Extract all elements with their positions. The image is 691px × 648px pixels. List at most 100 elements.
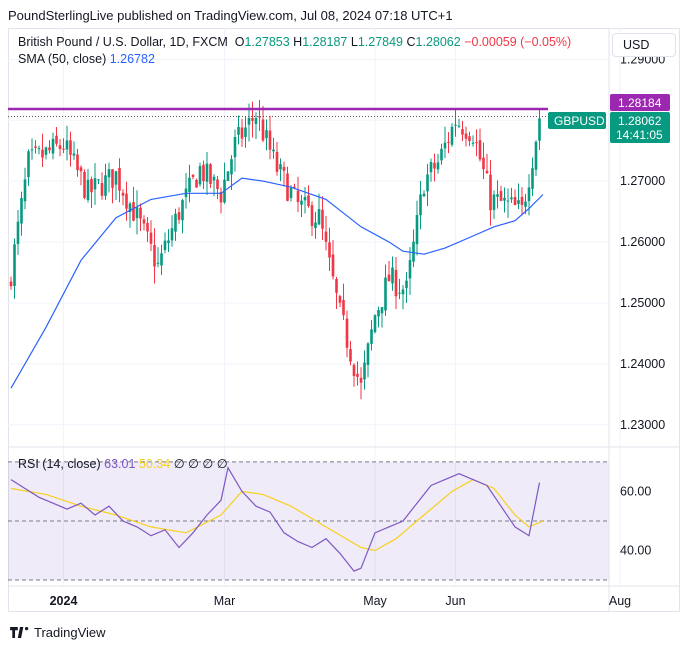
last-price-label: 1.28062	[618, 114, 662, 128]
countdown-label: 14:41:05	[616, 128, 663, 142]
candle-body	[534, 141, 538, 170]
candle-body	[422, 193, 426, 197]
candle-body	[482, 157, 485, 170]
resistance-tag-label: 1.28184	[618, 96, 662, 110]
candle-body	[16, 221, 20, 244]
candle-body	[90, 179, 93, 193]
candle-body	[513, 197, 517, 205]
candle-body	[114, 171, 118, 185]
candles-group	[9, 100, 541, 400]
candle-body	[100, 182, 104, 196]
candle-body	[331, 254, 335, 277]
candle-body	[160, 253, 163, 266]
candle-body	[370, 329, 373, 344]
sma-line	[10, 177, 544, 389]
candle-body	[118, 167, 121, 191]
candle-body	[34, 146, 37, 148]
candle-body	[69, 140, 72, 155]
candle-body	[296, 190, 300, 203]
sma-label: SMA (50, close)	[18, 52, 107, 66]
candle-body	[76, 154, 79, 171]
candle-body	[415, 215, 419, 245]
candle-body	[153, 245, 156, 267]
footer[interactable]: TradingView	[10, 625, 106, 640]
time-axis-ticks: 2024 Mar May Jun Aug	[50, 594, 632, 608]
instrument-title: British Pound / U.S. Dollar, 1D, FXCM	[18, 35, 228, 49]
candle-body	[195, 179, 198, 188]
candle-body	[107, 169, 111, 178]
resistance-price-tag: 1.28184	[610, 94, 670, 111]
rsi-ma-value: 50.34	[138, 457, 171, 471]
candle-body	[380, 307, 384, 314]
candle-body	[111, 169, 114, 188]
candle-body	[307, 195, 310, 207]
price-tick-label: 1.23000	[620, 418, 665, 432]
candle-body	[181, 200, 184, 221]
candle-body	[366, 343, 370, 365]
candle-body	[377, 309, 380, 317]
candle-body	[202, 164, 205, 182]
candle-body	[62, 148, 65, 150]
tradingview-logo-icon	[10, 627, 29, 638]
rsi-value: 63.01	[104, 457, 136, 471]
low-value: 1.27849	[357, 35, 403, 49]
candle-body	[41, 149, 44, 158]
open-value: 1.27853	[244, 35, 290, 49]
candle-body	[139, 207, 142, 219]
currency-button[interactable]: USD	[612, 33, 676, 57]
candle-body	[48, 147, 51, 151]
rsi-band-fill	[8, 461, 609, 580]
candle-body	[55, 135, 58, 144]
candle-body	[65, 140, 69, 150]
candle-body	[293, 186, 296, 188]
candle-body	[387, 274, 391, 282]
candle-body	[496, 194, 499, 197]
candle-body	[279, 164, 282, 170]
candle-body	[97, 179, 100, 181]
candle-body	[146, 223, 149, 232]
candle-body	[237, 126, 240, 135]
candle-body	[226, 171, 230, 181]
grid-lines	[8, 28, 621, 586]
candle-body	[205, 163, 209, 182]
candle-body	[342, 299, 345, 316]
time-tick-label: 2024	[50, 594, 78, 608]
rsi-tick-label: 40.00	[620, 543, 651, 557]
candle-body	[408, 260, 412, 279]
candle-body	[391, 267, 394, 284]
candle-body	[531, 168, 534, 189]
candle-body	[461, 128, 464, 135]
candle-body	[191, 174, 195, 178]
candle-body	[303, 197, 307, 201]
candle-body	[419, 194, 422, 216]
last-price-tag: 1.28062 14:41:05	[610, 112, 670, 143]
price-tick-label: 1.25000	[620, 296, 665, 310]
candle-body	[405, 280, 408, 289]
rsi-label: RSI (14, close)	[18, 457, 101, 471]
candle-body	[93, 178, 97, 190]
candle-body	[125, 193, 128, 209]
candle-body	[328, 242, 331, 258]
candle-body	[286, 173, 289, 201]
candle-body	[265, 130, 268, 139]
candle-body	[289, 188, 293, 198]
candle-body	[142, 219, 146, 224]
chart-border	[8, 28, 680, 612]
candle-body	[44, 147, 48, 155]
time-tick-label: May	[363, 594, 387, 608]
candle-body	[188, 177, 191, 192]
candle-body	[230, 159, 233, 175]
candle-body	[282, 166, 286, 171]
rsi-line	[10, 466, 541, 572]
time-tick-label: Jun	[445, 594, 465, 608]
candle-body	[510, 197, 513, 200]
candle-body	[464, 133, 468, 139]
sma-value: 1.26782	[109, 52, 155, 66]
candle-body	[20, 198, 23, 224]
candle-body	[338, 296, 342, 303]
candle-body	[23, 179, 27, 202]
candle-body	[517, 200, 520, 204]
candle-body	[433, 162, 436, 169]
